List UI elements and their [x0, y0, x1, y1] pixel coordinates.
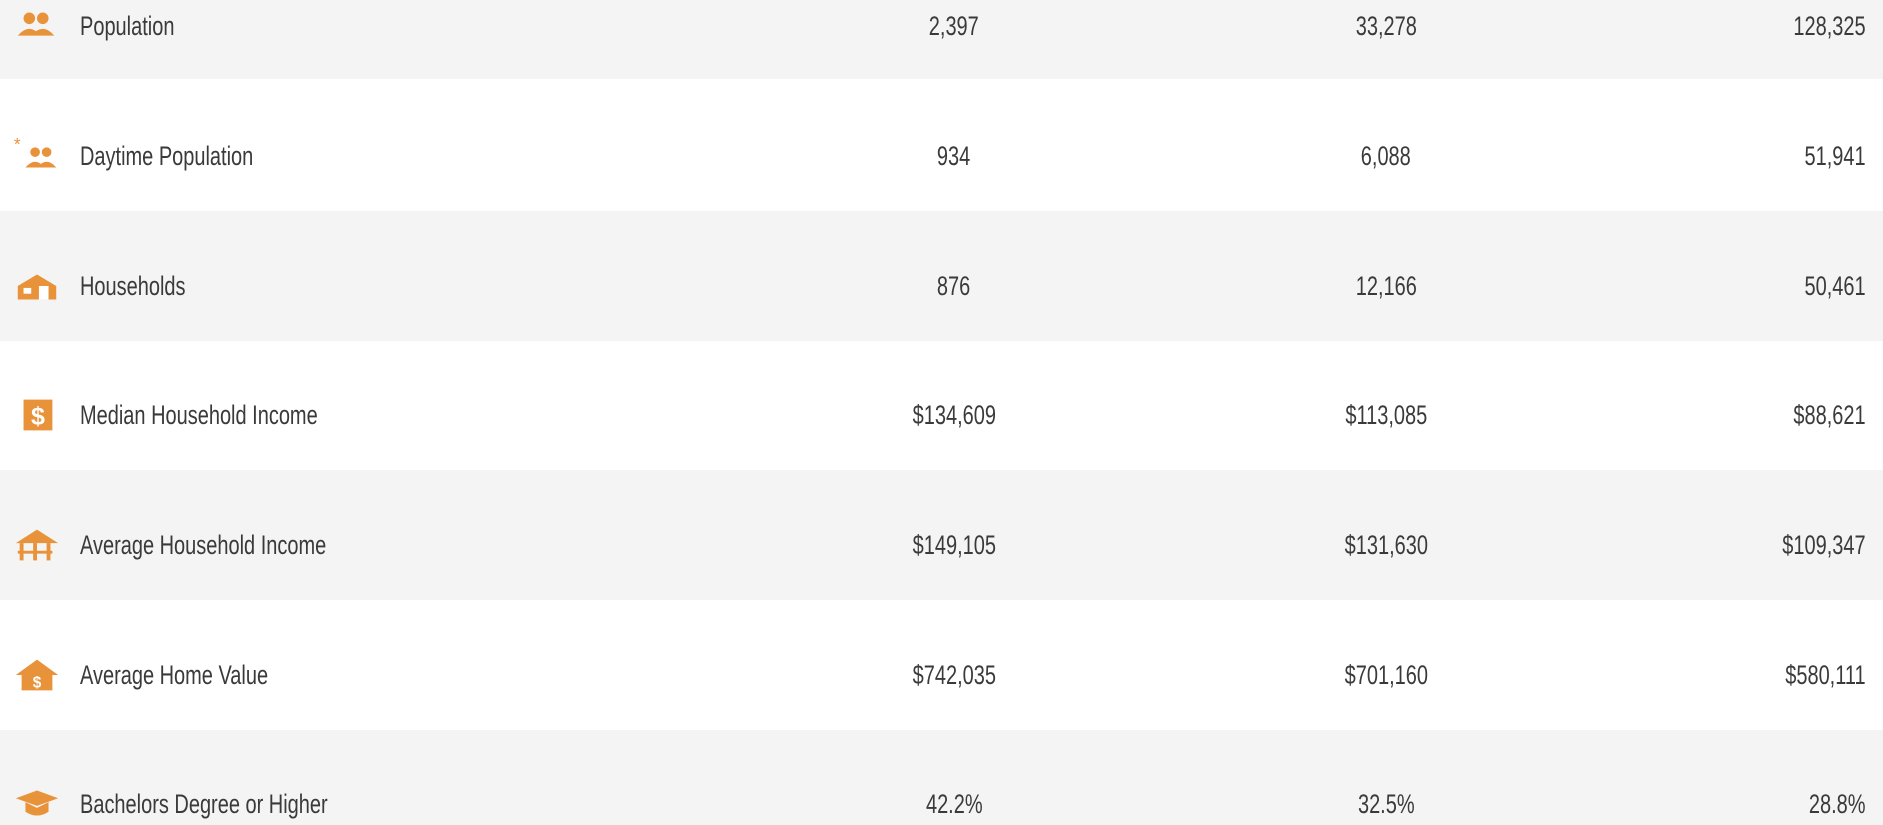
value-cell-text: 934: [937, 141, 971, 171]
table-row: [0, 730, 1883, 825]
value-cell-text: 51,941: [1804, 141, 1866, 171]
value-cell: 128,325: [1768, 9, 1866, 43]
row-icon: [17, 12, 55, 36]
value-cell: $131,630: [1186, 528, 1586, 562]
row-label-text: Population: [80, 11, 175, 41]
value-cell: $88,621: [1768, 398, 1866, 432]
value-cell-text: $113,085: [1345, 400, 1427, 430]
value-cell: 6,088: [1186, 139, 1586, 173]
value-cell-text: 128,325: [1793, 11, 1866, 41]
row-label: Daytime Population: [80, 139, 314, 173]
value-cell-text: $742,035: [912, 660, 996, 690]
row-icon: $: [15, 659, 59, 692]
value-cell: $134,609: [754, 398, 1154, 432]
value-cell-text: 28.8%: [1809, 789, 1866, 819]
value-cell: 934: [754, 139, 1154, 173]
row-icon: [15, 790, 59, 816]
value-cell: $113,085: [1186, 398, 1586, 432]
table-row: [0, 470, 1883, 600]
value-cell: 50,461: [1783, 269, 1866, 303]
value-cell: $742,035: [754, 658, 1154, 692]
value-cell: 42.2%: [754, 787, 1154, 821]
row-label: Average Home Value: [80, 658, 334, 692]
value-cell-text: $134,609: [912, 400, 996, 430]
value-cell: $580,111: [1757, 658, 1866, 692]
value-cell-text: 33,278: [1355, 11, 1417, 41]
row-label: Households: [80, 269, 223, 303]
value-cell-text: $131,630: [1344, 530, 1428, 560]
svg-text:$: $: [31, 403, 45, 431]
svg-text:$: $: [33, 675, 42, 692]
svg-text:*: *: [14, 136, 21, 154]
value-cell: 33,278: [1186, 9, 1586, 43]
value-cell-text: 876: [937, 271, 971, 301]
value-cell: $109,347: [1753, 528, 1866, 562]
value-cell-text: 42.2%: [925, 789, 983, 819]
value-cell-text: $88,621: [1793, 400, 1866, 430]
value-cell-text: $580,111: [1785, 660, 1866, 690]
value-cell: 12,166: [1186, 269, 1586, 303]
row-label-text: Daytime Population: [80, 141, 254, 171]
row-label-text: Average Household Income: [80, 530, 327, 560]
row-label-text: Households: [80, 271, 186, 301]
row-icon: *: [14, 136, 57, 168]
value-cell: 2,397: [754, 9, 1154, 43]
value-cell-text: 12,166: [1355, 271, 1417, 301]
row-label: Average Household Income: [80, 528, 413, 562]
value-cell: 32.5%: [1186, 787, 1586, 821]
row-label: Bachelors Degree or Higher: [80, 787, 415, 821]
row-icon: [17, 274, 57, 300]
value-cell: 876: [754, 269, 1154, 303]
row-label: Population: [80, 9, 208, 43]
value-cell-text: 32.5%: [1357, 789, 1415, 819]
value-cell-text: $701,160: [1344, 660, 1428, 690]
row-label-text: Bachelors Degree or Higher: [80, 789, 328, 819]
value-cell-text: $109,347: [1782, 530, 1866, 560]
row-label: Median Household Income: [80, 398, 401, 432]
row-label-text: Median Household Income: [80, 400, 318, 430]
value-cell: 51,941: [1783, 139, 1866, 173]
value-cell-text: 6,088: [1360, 141, 1411, 171]
table-row: [0, 211, 1883, 341]
value-cell-text: 2,397: [928, 11, 979, 41]
value-cell: $701,160: [1186, 658, 1586, 692]
row-icon: $: [23, 399, 53, 431]
value-cell: 28.8%: [1789, 787, 1866, 821]
row-icon: [15, 529, 59, 561]
value-cell: $149,105: [754, 528, 1154, 562]
value-cell-text: 50,461: [1804, 271, 1866, 301]
value-cell-text: $149,105: [912, 530, 996, 560]
row-label-text: Average Home Value: [80, 660, 269, 690]
table-row: [0, 0, 1883, 79]
